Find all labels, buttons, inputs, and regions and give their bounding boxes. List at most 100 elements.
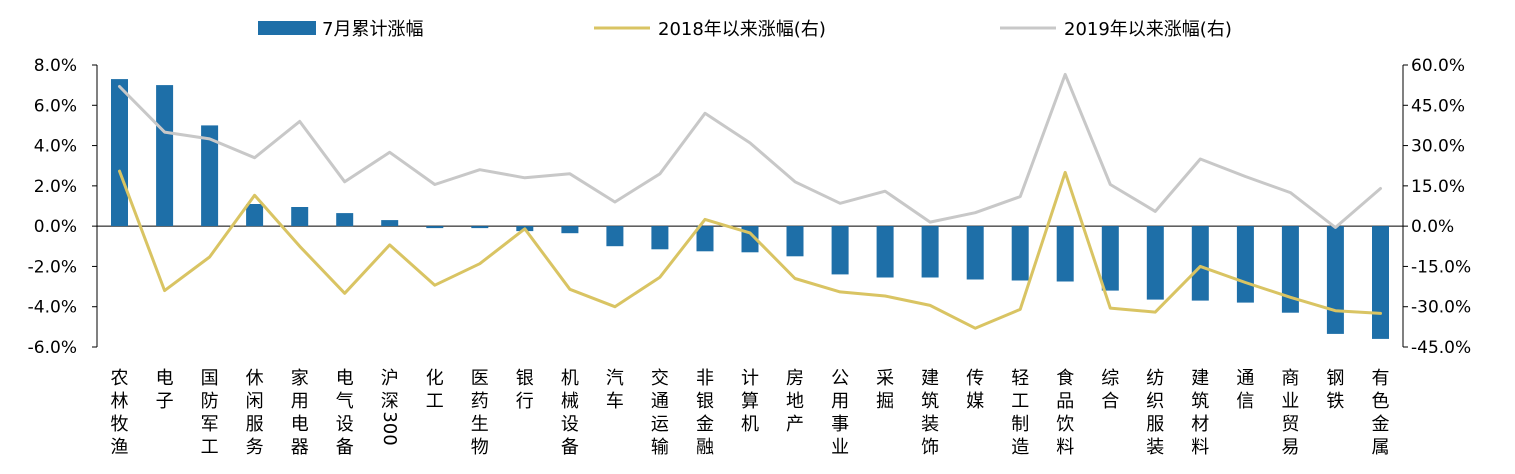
- category-label: 综合: [1101, 368, 1119, 412]
- right-tick-label: -15.0%: [1411, 257, 1471, 277]
- bar: [201, 125, 219, 227]
- category-label: 房地产: [786, 368, 804, 435]
- category-label-char: 国: [201, 368, 219, 389]
- bar: [111, 79, 128, 227]
- category-label-char: 属: [1372, 437, 1390, 458]
- category-label-char: 闲: [246, 391, 264, 412]
- category-label-char: 医: [471, 368, 489, 389]
- bar: [156, 85, 174, 227]
- bar: [651, 226, 669, 250]
- category-label-char: 机: [741, 414, 759, 435]
- category-label: 采掘: [876, 368, 894, 412]
- category-label: 电子: [156, 368, 174, 412]
- category-label-char: 信: [1236, 391, 1254, 412]
- category-label-char: 银: [696, 391, 714, 412]
- bar: [336, 213, 354, 227]
- line-2019: [118, 72, 1382, 229]
- category-label-char: 算: [741, 391, 759, 412]
- category-label-char: 械: [561, 391, 579, 412]
- category-label: 化工: [426, 368, 444, 412]
- category-labels: 农林牧渔电子国防军工休闲服务家用电器电气设备沪深300化工医药生物银行机械设备汽…: [111, 368, 1390, 458]
- category-label-char: 饮: [1056, 414, 1074, 435]
- right-tick-label: 60.0%: [1411, 56, 1465, 76]
- category-label-char: 事: [831, 414, 849, 435]
- left-tick-label: -2.0%: [28, 257, 77, 277]
- bar: [1326, 226, 1344, 334]
- legend-item: 7月累计涨幅: [258, 19, 423, 40]
- bar: [696, 226, 714, 252]
- category-label-char: 电: [291, 414, 309, 435]
- category-label-char: 制: [1011, 414, 1029, 435]
- category-label-char: 设: [561, 414, 579, 435]
- bar: [561, 226, 579, 234]
- category-label-char: 建: [921, 368, 939, 389]
- category-label-char: 林: [111, 391, 129, 412]
- category-label: 汽车: [606, 368, 624, 412]
- category-label-char: 纺: [1146, 368, 1164, 389]
- category-label-char: 易: [1281, 437, 1299, 458]
- category-label-char: 汽: [606, 368, 624, 389]
- category-label-char: 输: [651, 437, 669, 458]
- category-label-char: 业: [1281, 391, 1299, 412]
- legend-label: 2019年以来涨幅(右): [1064, 19, 1232, 40]
- axes: -6.0% -4.0% -2.0% 0.0% 2.0% 4.0% 6.0% 8.0% -45.0…: [28, 56, 1471, 358]
- category-label-char: 传: [966, 368, 984, 389]
- category-label-char: 贸: [1281, 414, 1299, 435]
- category-label-char: 食: [1056, 368, 1074, 389]
- category-label-char: 金: [1372, 414, 1390, 435]
- category-label-char: 通: [651, 391, 669, 412]
- legend: 7月累计涨幅 2018年以来涨幅(右) 2019年以来涨幅(右): [258, 19, 1232, 40]
- category-label-char: 药: [471, 391, 489, 412]
- bar: [966, 226, 984, 280]
- category-label-char: 牧: [111, 414, 129, 435]
- left-tick-label: -6.0%: [28, 338, 77, 358]
- category-label-char: 务: [246, 437, 264, 458]
- category-label-char: 掘: [876, 391, 894, 412]
- category-label-char: 渔: [111, 437, 129, 458]
- category-label-char: 用: [291, 391, 309, 412]
- category-label-char: 交: [651, 368, 669, 389]
- right-tick-label: 0.0%: [1411, 217, 1454, 237]
- right-tick-label: 15.0%: [1411, 177, 1465, 197]
- category-label-char: 装: [921, 414, 939, 435]
- category-label-char: 深: [381, 391, 399, 412]
- bar: [1372, 226, 1389, 339]
- category-label-char: 筑: [1191, 391, 1209, 412]
- bar: [1281, 226, 1299, 313]
- category-label: 传媒: [966, 368, 984, 412]
- bar: [471, 226, 489, 229]
- category-label-char: 料: [1191, 437, 1209, 458]
- category-label-char: 织: [1146, 391, 1164, 412]
- category-label-char: 化: [426, 368, 444, 389]
- category-label-char: 材: [1191, 414, 1209, 435]
- category-label-char: 铁: [1326, 391, 1344, 412]
- category-label-char: 采: [876, 368, 894, 389]
- category-label-char: 电: [336, 368, 354, 389]
- category-label-char: 地: [786, 391, 804, 412]
- category-label-char: 工: [1011, 391, 1029, 412]
- category-label-char: 商: [1281, 368, 1299, 389]
- left-tick-label: -4.0%: [28, 298, 77, 318]
- category-label-char: 备: [561, 437, 579, 458]
- category-label: 钢铁: [1326, 368, 1344, 412]
- category-label-char: 电: [156, 368, 174, 389]
- bar: [1191, 226, 1209, 301]
- category-label-char: 物: [471, 437, 489, 458]
- category-label-char: 银: [516, 368, 534, 389]
- left-tick-label: 6.0%: [34, 96, 77, 116]
- category-label-char: 料: [1056, 437, 1074, 458]
- bar: [1011, 226, 1029, 281]
- category-label-char: 工: [426, 391, 444, 412]
- category-label-char: 合: [1101, 391, 1119, 412]
